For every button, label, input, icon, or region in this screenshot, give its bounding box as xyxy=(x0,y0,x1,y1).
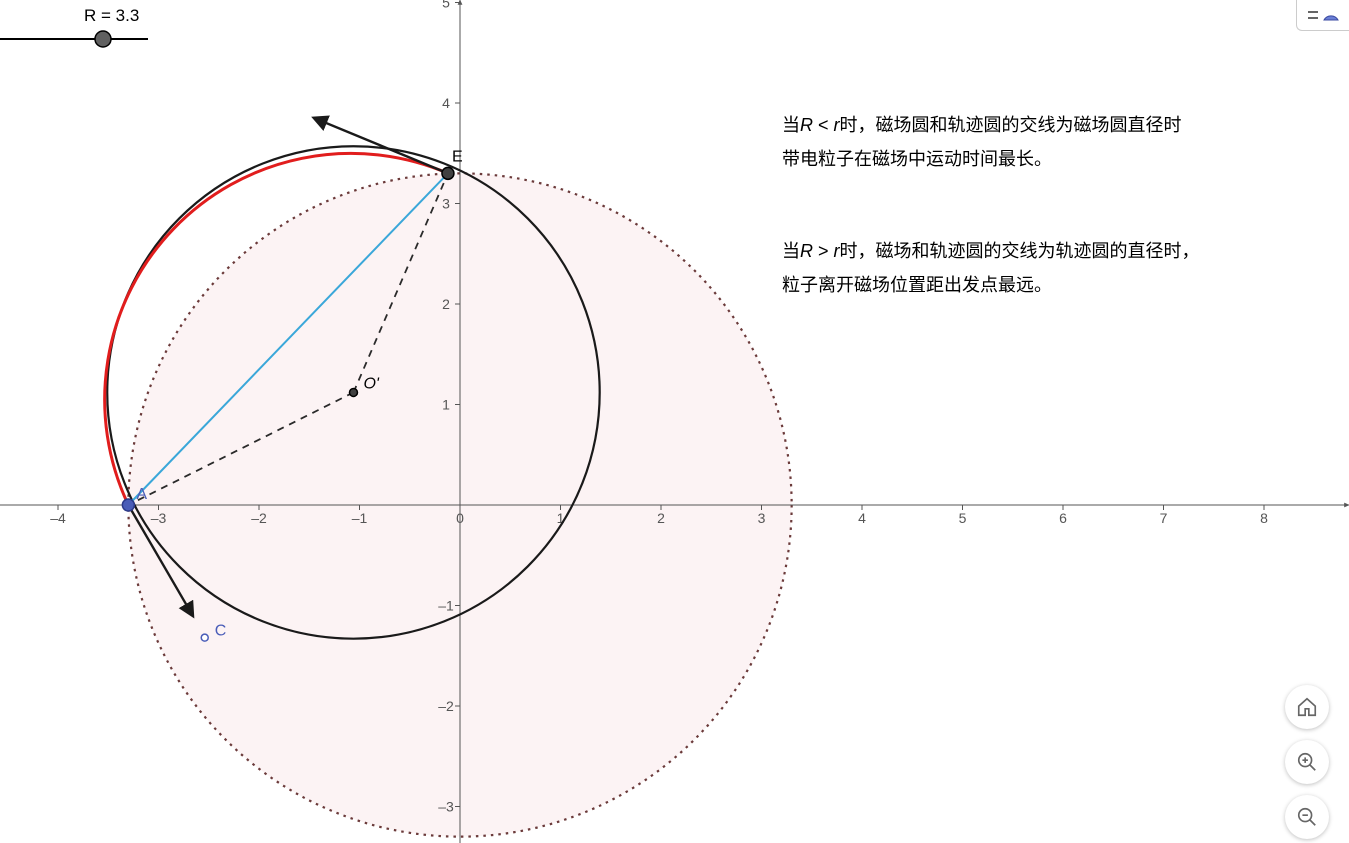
point-A[interactable] xyxy=(122,499,134,511)
slider-knob[interactable] xyxy=(95,31,111,47)
point-C[interactable] xyxy=(201,634,208,641)
y-tick-label: 3 xyxy=(442,196,450,212)
point-label-C: C xyxy=(215,623,227,640)
x-tick-label: –1 xyxy=(352,510,368,526)
x-tick-label: –4 xyxy=(50,510,66,526)
x-tick-label: –3 xyxy=(151,510,167,526)
annotation-r-gt: 当R > r时，磁场和轨迹圆的交线为轨迹圆的直径时，粒子离开磁场位置距出发点最远… xyxy=(782,234,1200,302)
annotation-r-lt: 当R < r时，磁场圆和轨迹圆的交线为磁场圆直径时带电粒子在磁场中运动时间最长。 xyxy=(782,108,1182,176)
point-label-E: E xyxy=(452,148,463,165)
x-tick-label: 4 xyxy=(858,510,866,526)
y-tick-label: 4 xyxy=(442,95,450,111)
point-label-Oprime: O' xyxy=(363,375,379,392)
home-button[interactable] xyxy=(1285,685,1329,729)
point-E[interactable] xyxy=(442,167,454,179)
y-tick-label: 2 xyxy=(442,296,450,312)
zoom-out-icon xyxy=(1296,806,1318,828)
slider-label: R = 3.3 xyxy=(84,6,139,26)
x-tick-label: 0 xyxy=(456,510,464,526)
x-tick-label: –2 xyxy=(251,510,267,526)
x-tick-label: 2 xyxy=(657,510,665,526)
y-tick-label: –1 xyxy=(438,598,454,614)
y-tick-label: 5 xyxy=(442,0,450,11)
zoom-out-button[interactable] xyxy=(1285,795,1329,839)
point-label-A: A xyxy=(136,486,147,503)
x-tick-label: 6 xyxy=(1059,510,1067,526)
x-tick-label: 8 xyxy=(1260,510,1268,526)
velocity-vector-E xyxy=(314,118,448,173)
zoom-in-button[interactable] xyxy=(1285,740,1329,784)
y-tick-label: 1 xyxy=(442,397,450,413)
zoom-in-icon xyxy=(1296,751,1318,773)
point-Oprime[interactable] xyxy=(349,388,357,396)
x-tick-label: 7 xyxy=(1160,510,1168,526)
y-tick-label: –2 xyxy=(438,698,454,714)
style-toggle-button[interactable] xyxy=(1296,0,1349,31)
style-toggle-icon xyxy=(1306,6,1340,24)
x-tick-label: 5 xyxy=(959,510,967,526)
y-tick-label: –3 xyxy=(438,799,454,815)
home-icon xyxy=(1296,696,1318,718)
x-tick-label: 3 xyxy=(758,510,766,526)
